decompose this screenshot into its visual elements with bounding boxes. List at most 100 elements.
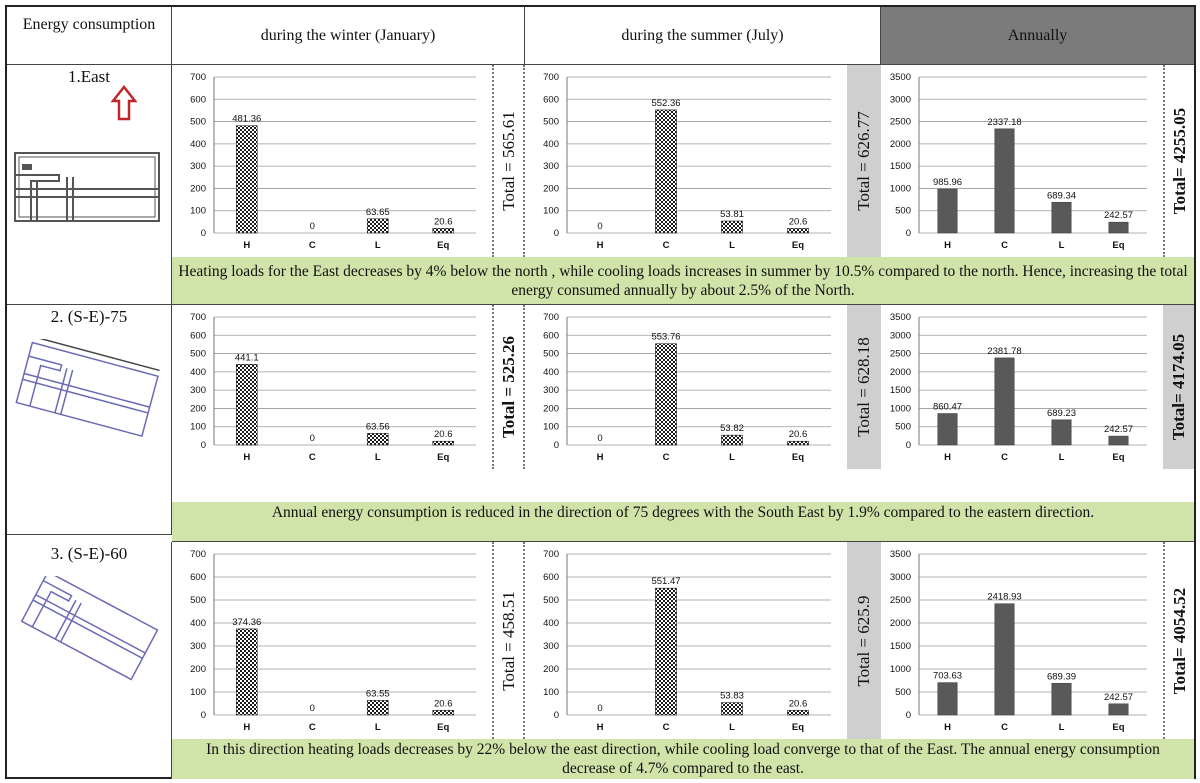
chart4-bar-eq xyxy=(787,440,809,446)
chart3-data-label: 63.56 xyxy=(366,421,390,432)
row3-winter-total-text: Total = 458.51 xyxy=(498,590,518,691)
row1-summer-chart-svg: 700 600 500 400 300 200 100 0 0 H 552.36 C 53.81 L 20.… xyxy=(543,72,831,251)
chart3-category-label: C xyxy=(309,452,316,463)
chart2-data-label: 242.57 xyxy=(1104,210,1133,221)
chart7-category-label: C xyxy=(663,722,670,733)
chart3-data-label: 20.6 xyxy=(434,429,453,440)
header-col3-text: Annually xyxy=(1007,27,1068,44)
row2-plan-sketch xyxy=(15,339,160,438)
chart4-y-tick-label: 100 xyxy=(543,422,559,433)
chart5-y-tick-label: 2500 xyxy=(890,349,911,360)
row2-summer-total-text: Total = 628.18 xyxy=(854,337,873,437)
chart1-data-label: 20.6 xyxy=(789,216,808,227)
chart7-y-tick-label: 0 xyxy=(554,710,559,721)
chart8-data-label: 242.57 xyxy=(1104,692,1133,703)
chart5-y-tick-label: 1000 xyxy=(890,403,911,414)
chart4-category-label: L xyxy=(729,452,735,463)
chart2-y-tick-label: 0 xyxy=(906,228,911,239)
row3-orientation-label: 3. (S-E)-60 xyxy=(50,544,128,563)
chart1-category-label: H xyxy=(597,240,604,251)
row3-summer-total: Total = 625.9 xyxy=(847,542,881,739)
row3-winter-chart: 700 600 500 400 300 200 100 0 374.36 H 0 C 63.55 L 20.… xyxy=(172,542,492,739)
row2-summary: Annual energy consumption is reduced in … xyxy=(172,502,1194,542)
chart1-category-label: L xyxy=(729,240,735,251)
chart3-y-tick-label: 0 xyxy=(201,440,206,451)
chart2-category-label: Eq xyxy=(1112,240,1124,251)
chart4-data-label: 0 xyxy=(597,433,602,444)
chart0-bar-eq xyxy=(432,228,455,234)
chart7-category-label: H xyxy=(597,722,604,733)
chart3-bar-eq xyxy=(432,440,455,446)
chart6-category-label: Eq xyxy=(437,722,449,733)
chart8-data-label: 689.39 xyxy=(1047,671,1076,682)
chart0-bar-l xyxy=(366,218,389,234)
chart4-y-tick-label: 700 xyxy=(543,312,559,323)
chart2-y-tick-label: 3000 xyxy=(890,94,911,105)
chart3-data-label: 0 xyxy=(310,433,315,444)
row2-orientation-label: 2. (S-E)-75 xyxy=(50,307,128,326)
chart7-bar-c xyxy=(655,587,677,716)
row1-winter-total: Total = 565.61 xyxy=(492,65,525,257)
chart2-data-label: 689.34 xyxy=(1047,190,1076,201)
chart6-y-tick-label: 700 xyxy=(190,549,206,560)
chart5-bar-c xyxy=(994,357,1015,446)
chart4-data-label: 53.82 xyxy=(720,423,744,434)
chart2-y-tick-label: 1500 xyxy=(890,161,911,172)
chart7-bar-l xyxy=(721,702,743,716)
chart7-data-label: 53.83 xyxy=(720,691,744,702)
chart2-y-tick-label: 2000 xyxy=(890,139,911,150)
chart4-data-label: 20.6 xyxy=(789,429,808,440)
chart2-category-label: C xyxy=(1001,240,1008,251)
row3-summer-chart: 700 600 500 400 300 200 100 0 0 H 551.47 C 53.83 L 20.… xyxy=(525,542,847,739)
chart6-category-label: C xyxy=(309,722,316,733)
chart3-category-label: L xyxy=(375,452,381,463)
chart7-y-tick-label: 500 xyxy=(543,595,559,606)
chart1-y-tick-label: 500 xyxy=(543,117,559,128)
chart5-y-tick-label: 500 xyxy=(895,422,911,433)
chart4-y-tick-label: 300 xyxy=(543,385,559,396)
chart0-category-label: Eq xyxy=(437,240,449,251)
chart1-data-label: 53.81 xyxy=(720,209,744,220)
row1-winter-chart-svg: 700 600 500 400 300 200 100 0 481.36 H 0 C 63.65 L 20.… xyxy=(190,72,476,251)
header-col2-text: during the summer (July) xyxy=(621,27,784,44)
row2-summer-total: Total = 628.18 xyxy=(847,305,881,469)
chart2-data-label: 985.96 xyxy=(933,177,962,188)
chart0-y-tick-label: 0 xyxy=(201,228,206,239)
chart4-y-tick-label: 400 xyxy=(543,367,559,378)
energy-table: Energy consumption during the winter (Ja… xyxy=(5,5,1196,779)
chart0-data-label: 20.6 xyxy=(434,216,453,227)
row1-orientation-label: 1.East xyxy=(67,67,111,86)
chart5-bar-h xyxy=(937,413,958,446)
chart5-bar-l xyxy=(1051,419,1072,446)
chart3-data-label: 441.1 xyxy=(235,352,259,363)
row3-annual-total: Total= 4054.52 xyxy=(1163,542,1194,739)
header-annually: Annually xyxy=(881,7,1194,65)
chart7-y-tick-label: 100 xyxy=(543,687,559,698)
chart6-bar-eq xyxy=(432,709,455,716)
chart5-y-tick-label: 1500 xyxy=(890,385,911,396)
chart1-data-label: 552.36 xyxy=(651,98,680,109)
header-winter: during the winter (January) xyxy=(172,7,525,65)
chart6-data-label: 63.55 xyxy=(366,688,390,699)
chart7-y-tick-label: 400 xyxy=(543,618,559,629)
row3-annual-chart-svg: 3500 3000 2500 2000 1500 1000 500 0 703.63 H 2418.… xyxy=(890,549,1147,733)
chart0-y-tick-label: 500 xyxy=(190,117,206,128)
chart5-data-label: 689.23 xyxy=(1047,408,1076,419)
chart2-category-label: H xyxy=(944,240,951,251)
chart8-y-tick-label: 2000 xyxy=(890,618,911,629)
chart6-y-tick-label: 600 xyxy=(190,572,206,583)
chart1-y-tick-label: 400 xyxy=(543,139,559,150)
row2-winter-total-text: Total = 525.26 xyxy=(498,335,518,439)
chart8-category-label: L xyxy=(1059,722,1065,733)
row3-annual-total-text: Total= 4054.52 xyxy=(1169,587,1189,694)
chart4-y-tick-label: 500 xyxy=(543,349,559,360)
chart7-category-label: L xyxy=(729,722,735,733)
row2-winter-total: Total = 525.26 xyxy=(492,305,525,469)
chart5-category-label: Eq xyxy=(1112,452,1124,463)
chart6-category-label: H xyxy=(243,722,250,733)
header-summer: during the summer (July) xyxy=(525,7,881,65)
chart2-y-tick-label: 3500 xyxy=(890,72,911,83)
chart8-y-tick-label: 3500 xyxy=(890,549,911,560)
chart7-y-tick-label: 200 xyxy=(543,664,559,675)
row1-summer-chart: 700 600 500 400 300 200 100 0 0 H 552.36 C 53.81 L 20.… xyxy=(525,65,847,257)
